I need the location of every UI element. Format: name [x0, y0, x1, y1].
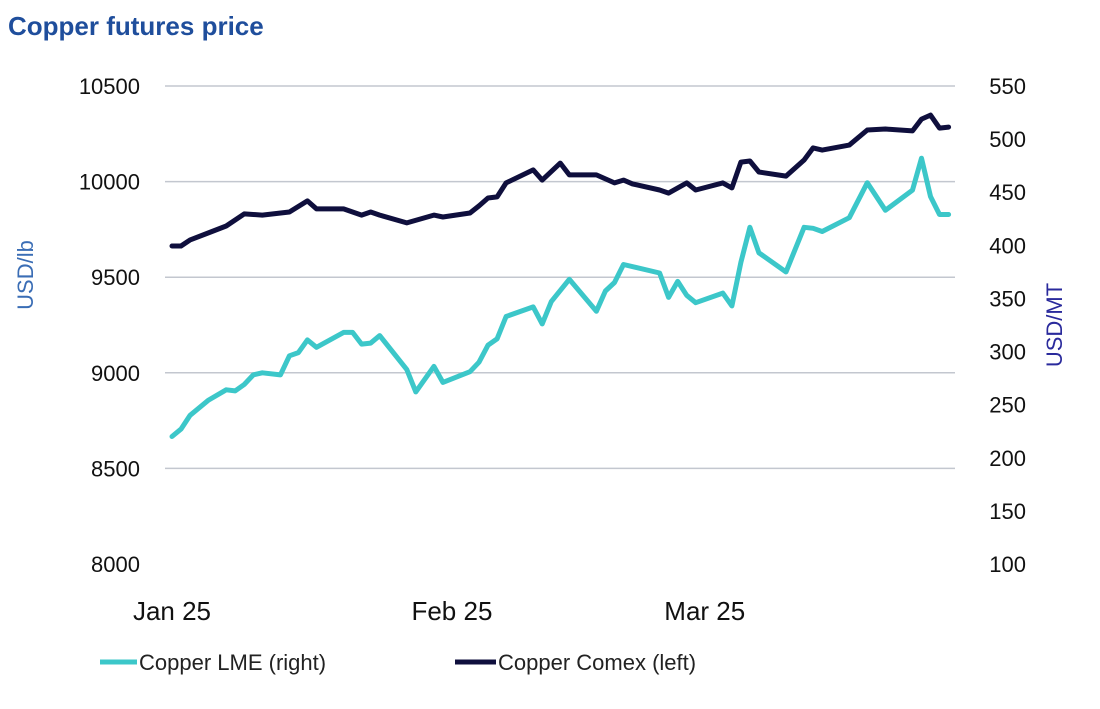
chart-title: Copper futures price	[8, 11, 264, 41]
series-lines	[169, 112, 952, 439]
gridlines	[165, 85, 955, 470]
right-tick-label: 100	[989, 552, 1026, 577]
left-tick-label: 10500	[79, 74, 140, 99]
series-line-lme	[169, 155, 952, 439]
right-tick-label: 450	[989, 180, 1026, 205]
x-tick-label: Jan 25	[133, 596, 211, 626]
x-axis-ticks: Jan 25 Feb 25 Mar 25	[133, 596, 745, 626]
left-axis-label: USD/lb	[13, 240, 38, 310]
left-tick-label: 8500	[91, 456, 140, 481]
legend: Copper LME (right) Copper Comex (left)	[100, 650, 696, 675]
series-line-comex	[169, 112, 952, 249]
right-axis-label: USD/MT	[1042, 283, 1067, 367]
left-tick-label: 8000	[91, 552, 140, 577]
right-tick-label: 300	[989, 340, 1026, 365]
right-tick-label: 350	[989, 286, 1026, 311]
right-tick-label: 550	[989, 74, 1026, 99]
left-tick-label: 10000	[79, 170, 140, 195]
right-axis-ticks: 100 150 200 250 300 350 400 450 500 550	[989, 74, 1026, 577]
right-tick-label: 500	[989, 127, 1026, 152]
right-tick-label: 250	[989, 393, 1026, 418]
right-tick-label: 400	[989, 233, 1026, 258]
x-tick-label: Feb 25	[411, 596, 492, 626]
legend-label-lme: Copper LME (right)	[139, 650, 326, 675]
right-tick-label: 150	[989, 499, 1026, 524]
left-tick-label: 9500	[91, 265, 140, 290]
left-axis-ticks: 8000 8500 9000 9500 10000 10500	[79, 74, 140, 577]
legend-label-comex: Copper Comex (left)	[498, 650, 696, 675]
x-tick-label: Mar 25	[664, 596, 745, 626]
left-tick-label: 9000	[91, 361, 140, 386]
right-tick-label: 200	[989, 446, 1026, 471]
